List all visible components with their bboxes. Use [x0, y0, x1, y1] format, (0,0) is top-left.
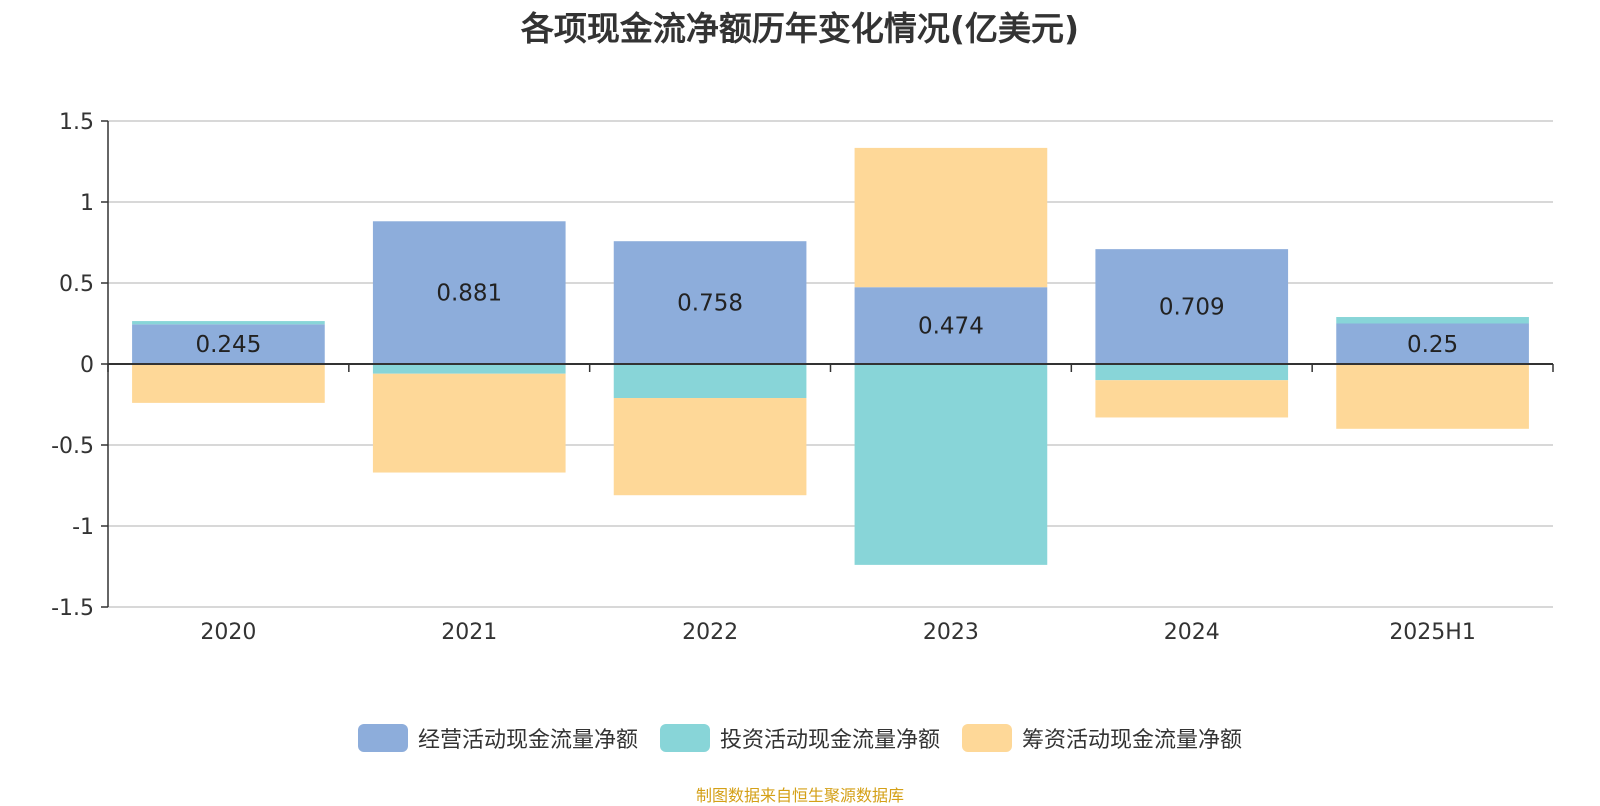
x-tick-label: 2024 — [1164, 620, 1220, 645]
data-label: 0.25 — [1407, 332, 1458, 358]
legend-item-financing[interactable]: 筹资活动现金流量净额 — [962, 722, 1242, 754]
legend-label-investing: 投资活动现金流量净额 — [719, 728, 940, 753]
chart-title: 各项现金流净额历年变化情况(亿美元) — [520, 9, 1080, 48]
legend: 经营活动现金流量净额 投资活动现金流量净额 筹资活动现金流量净额 — [0, 722, 1600, 754]
data-source-note: 制图数据来自恒生聚源数据库 — [695, 786, 904, 805]
x-tick-label: 2023 — [923, 620, 979, 645]
bar-0-2022 — [613, 241, 807, 364]
bar-1-2020 — [132, 321, 325, 325]
bar-2-2022 — [613, 398, 807, 496]
bar-2-2023 — [854, 147, 1048, 288]
legend-swatch-operating — [357, 724, 408, 752]
bar-1-2025H1 — [1336, 317, 1529, 324]
data-label: 0.474 — [918, 314, 984, 340]
data-label: 0.245 — [195, 332, 261, 358]
y-tick-label: 0.5 — [59, 272, 94, 297]
bar-1-2024 — [1095, 364, 1289, 381]
bar-0-2024 — [1095, 249, 1289, 364]
y-tick-label: -1 — [72, 515, 94, 540]
legend-item-investing[interactable]: 投资活动现金流量净额 — [659, 722, 940, 754]
bar-1-2021 — [372, 364, 566, 374]
data-label: 0.881 — [436, 281, 502, 307]
legend-swatch-investing — [659, 724, 710, 752]
bar-0-2021 — [372, 221, 566, 364]
bar-0-2023 — [854, 287, 1048, 364]
x-tick-label: 2020 — [200, 620, 256, 645]
x-tick-label: 2021 — [441, 620, 497, 645]
bar-1-2023 — [854, 364, 1048, 565]
data-label: 0.709 — [1159, 295, 1225, 321]
y-tick-label: -1.5 — [51, 596, 94, 621]
y-tick-label: -0.5 — [51, 434, 94, 459]
bar-0-2025H1 — [1336, 323, 1529, 364]
x-tick-label: 2022 — [682, 620, 738, 645]
bar-2-2024 — [1095, 380, 1289, 418]
bar-1-2022 — [613, 364, 807, 399]
legend-item-operating[interactable]: 经营活动现金流量净额 — [357, 722, 638, 754]
y-tick-label: 0 — [80, 353, 94, 378]
x-tick-label: 2025H1 — [1389, 620, 1476, 645]
bar-2-2021 — [372, 373, 566, 473]
data-label: 0.758 — [677, 291, 743, 317]
bar-2-2025H1 — [1336, 364, 1529, 429]
legend-label-operating: 经营活动现金流量净额 — [417, 728, 638, 753]
legend-swatch-financing — [962, 724, 1012, 752]
legend-label-financing: 筹资活动现金流量净额 — [1022, 728, 1243, 753]
y-tick-label: 1.5 — [59, 110, 94, 135]
bar-0-2020 — [132, 324, 325, 364]
y-tick-label: 1 — [80, 191, 94, 216]
stacked-bar-chart: 1.5 1 0.5 0 -0.5 -1 -1.5 2020 2021 2022 2023 2024 20… — [51, 110, 1554, 645]
bar-2-2020 — [132, 364, 325, 403]
